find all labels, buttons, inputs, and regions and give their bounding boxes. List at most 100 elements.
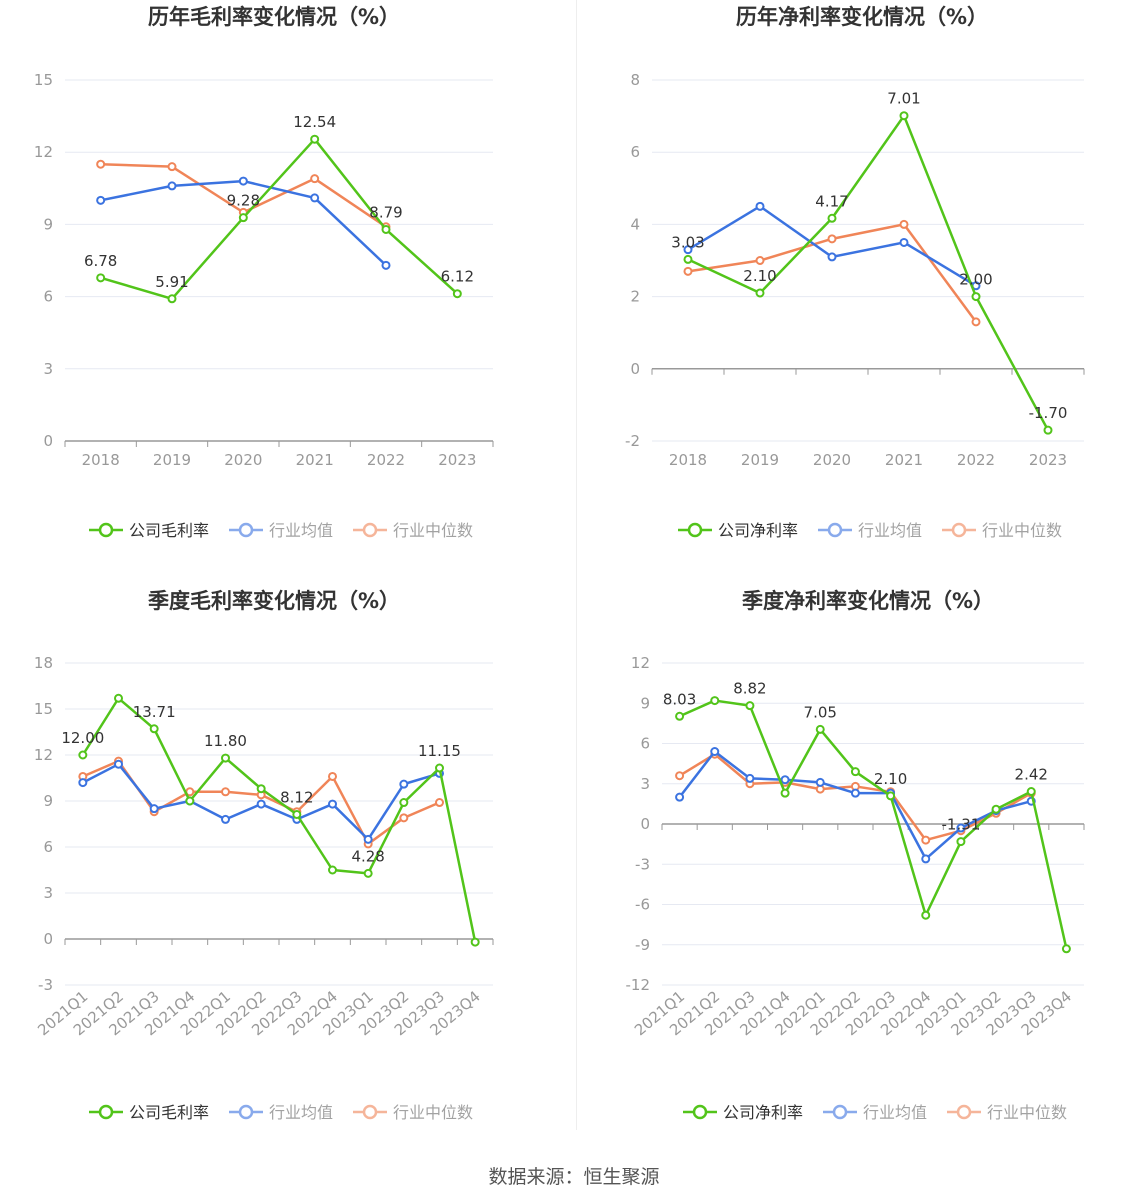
data-label: 13.71	[133, 703, 176, 721]
legend-item-industry-median: 行业中位数	[942, 521, 1062, 540]
y-tick-label: 3	[43, 884, 53, 902]
data-point-industry-median	[167, 162, 177, 172]
data-point-company	[755, 288, 765, 298]
data-point-company	[149, 724, 159, 734]
series-line-company	[687, 114, 1050, 431]
chart-title: 季度净利率变化情况（%）	[742, 589, 994, 613]
x-tick-label: 2021	[296, 451, 334, 469]
y-tick-label: 9	[640, 694, 650, 712]
x-tick-label: 2022	[957, 451, 995, 469]
data-point-industry-avg	[827, 252, 837, 262]
data-point-company	[1043, 425, 1053, 435]
data-label: 2.00	[959, 271, 992, 289]
data-label: 6.12	[441, 268, 474, 286]
y-tick-label: 3	[43, 360, 53, 378]
legend-label: 公司毛利率	[129, 521, 209, 540]
legend-marker	[951, 522, 967, 538]
data-label: 4.28	[351, 847, 384, 865]
legend-item-company: 公司毛利率	[89, 521, 209, 540]
data-point-company	[435, 763, 444, 773]
data-point-company	[1026, 787, 1036, 797]
legend-marker	[238, 522, 254, 538]
data-point-industry-avg	[167, 181, 177, 191]
y-tick-label: -3	[635, 855, 650, 873]
data-point-industry-avg	[114, 759, 123, 769]
y-tick-label: 12	[34, 143, 53, 161]
data-label: -1.70	[1029, 404, 1068, 422]
data-point-industry-median	[683, 266, 693, 276]
y-tick-label: 12	[631, 654, 650, 672]
series-line-company	[679, 699, 1068, 950]
data-label: 3.03	[671, 233, 704, 251]
data-point-industry-avg	[675, 792, 685, 802]
y-tick-label: -12	[626, 976, 651, 994]
data-label: 12.54	[293, 113, 336, 131]
data-point-company	[238, 213, 248, 223]
x-tick-label: 2023	[1029, 451, 1067, 469]
legend-marker	[362, 522, 378, 538]
data-point-industry-avg	[221, 814, 230, 824]
legend-item-industry-median: 行业中位数	[353, 521, 473, 540]
data-point-industry-avg	[310, 193, 320, 203]
data-point-company	[399, 798, 409, 808]
y-tick-label: 6	[640, 735, 650, 753]
data-point-company	[956, 837, 966, 847]
data-label: 8.12	[280, 788, 313, 806]
data-point-industry-median	[435, 798, 444, 808]
data-point-company	[310, 134, 320, 144]
data-point-industry-avg	[399, 779, 409, 789]
y-tick-label: 4	[630, 215, 640, 233]
legend-label: 行业中位数	[393, 521, 473, 540]
legend-marker	[238, 1104, 254, 1120]
data-label: 8.03	[663, 690, 696, 708]
legend-item-industry-avg: 行业均值	[818, 521, 922, 540]
x-tick-label: 2019	[741, 451, 779, 469]
data-label: 11.80	[204, 732, 247, 750]
data-point-industry-median	[399, 813, 409, 823]
data-point-company	[899, 111, 909, 121]
x-tick-label: 2019	[153, 451, 191, 469]
y-tick-label: 12	[34, 746, 53, 764]
data-point-company	[991, 804, 1001, 814]
data-point-industry-median	[310, 174, 320, 184]
x-tick-label: 2020	[813, 451, 851, 469]
data-point-industry-avg	[78, 778, 88, 788]
x-tick-label: 2023	[438, 451, 476, 469]
legend-marker	[98, 1104, 114, 1120]
y-tick-label: 0	[630, 360, 640, 378]
y-tick-label: -9	[635, 936, 650, 954]
legend-label: 行业中位数	[987, 1103, 1067, 1122]
legend-item-company: 公司净利率	[678, 521, 798, 540]
x-tick-label: 2018	[82, 451, 120, 469]
x-tick-label: 2022	[367, 451, 405, 469]
data-point-company	[114, 693, 123, 703]
data-point-industry-avg	[238, 176, 248, 186]
data-point-industry-avg	[256, 799, 266, 809]
chart-title: 季度毛利率变化情况（%）	[148, 589, 400, 613]
data-point-company	[827, 213, 837, 223]
legend-marker	[362, 1104, 378, 1120]
data-label: 2.10	[874, 770, 907, 788]
y-tick-label: 0	[43, 432, 53, 450]
data-label: 4.17	[815, 192, 848, 210]
legend-label: 公司毛利率	[129, 1103, 209, 1122]
data-point-company	[683, 254, 693, 264]
y-tick-label: 9	[43, 792, 53, 810]
legend-label: 公司净利率	[723, 1103, 803, 1122]
data-point-industry-avg	[328, 799, 337, 809]
data-label: 11.15	[418, 742, 461, 760]
data-point-industry-avg	[96, 195, 106, 205]
data-point-industry-median	[755, 256, 765, 265]
legend-marker	[687, 522, 703, 538]
data-point-industry-avg	[921, 854, 931, 864]
data-point-company	[96, 273, 106, 283]
y-tick-label: 0	[43, 930, 53, 948]
data-point-company	[745, 701, 755, 711]
data-point-industry-median	[827, 234, 837, 244]
data-point-company	[815, 724, 825, 734]
